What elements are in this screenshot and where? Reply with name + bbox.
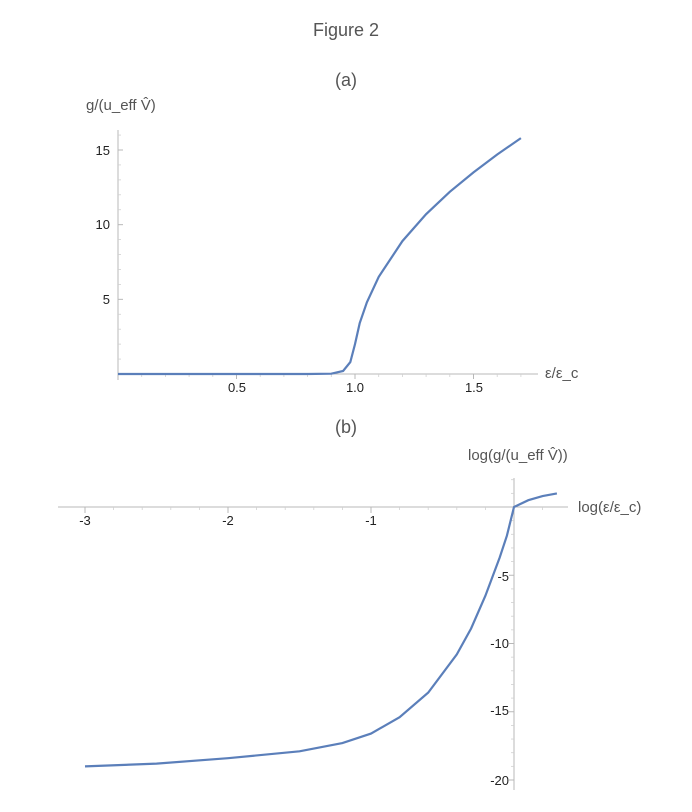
panel-b-y-tick-label: -5 — [497, 569, 509, 584]
panel-a-x-tick-label: 1.5 — [465, 380, 483, 395]
panel-b-y-tick-label: -15 — [490, 703, 509, 718]
panel-a-x-axis-label: ε/ε_c — [545, 365, 579, 382]
panel-a-x-tick-label: 1.0 — [346, 380, 364, 395]
panel-b-y-axis-label: log(g/(u_eff V̂)) — [468, 447, 568, 464]
panel-b-series-line — [84, 492, 558, 768]
figure-title: Figure 2 — [312, 20, 380, 40]
panel-b-x-tick-label: -3 — [79, 513, 91, 528]
panel-b-x-tick-label: -1 — [365, 513, 377, 528]
panel-a-y-tick-label: 5 — [103, 292, 110, 307]
panel-a-y-tick-label: 15 — [96, 143, 110, 158]
panel-a-y-tick-label: 10 — [96, 217, 110, 232]
panel-a-x-tick-label: 0.5 — [228, 380, 246, 395]
panel-b-y-tick-label: -10 — [490, 636, 509, 651]
panel-a-series-line — [118, 137, 522, 376]
panel-b-x-tick-label: -2 — [222, 513, 234, 528]
panel-b-label: (b) — [335, 417, 357, 437]
panel-a-chart: 0.5 1.0 1.5 5 10 15 g/(u_eff V̂) ε/ε_c — [86, 97, 579, 395]
panel-b-x-axis-label: log(ε/ε_c) — [578, 499, 641, 516]
panel-a-label: (a) — [335, 70, 357, 90]
panel-a-y-axis-label: g/(u_eff V̂) — [86, 97, 156, 114]
panel-b-chart: -3 -2 -1 -5 -10 -15 -20 log(g/(u_eff V̂)… — [58, 447, 641, 790]
panel-b-y-tick-label: -20 — [490, 773, 509, 788]
